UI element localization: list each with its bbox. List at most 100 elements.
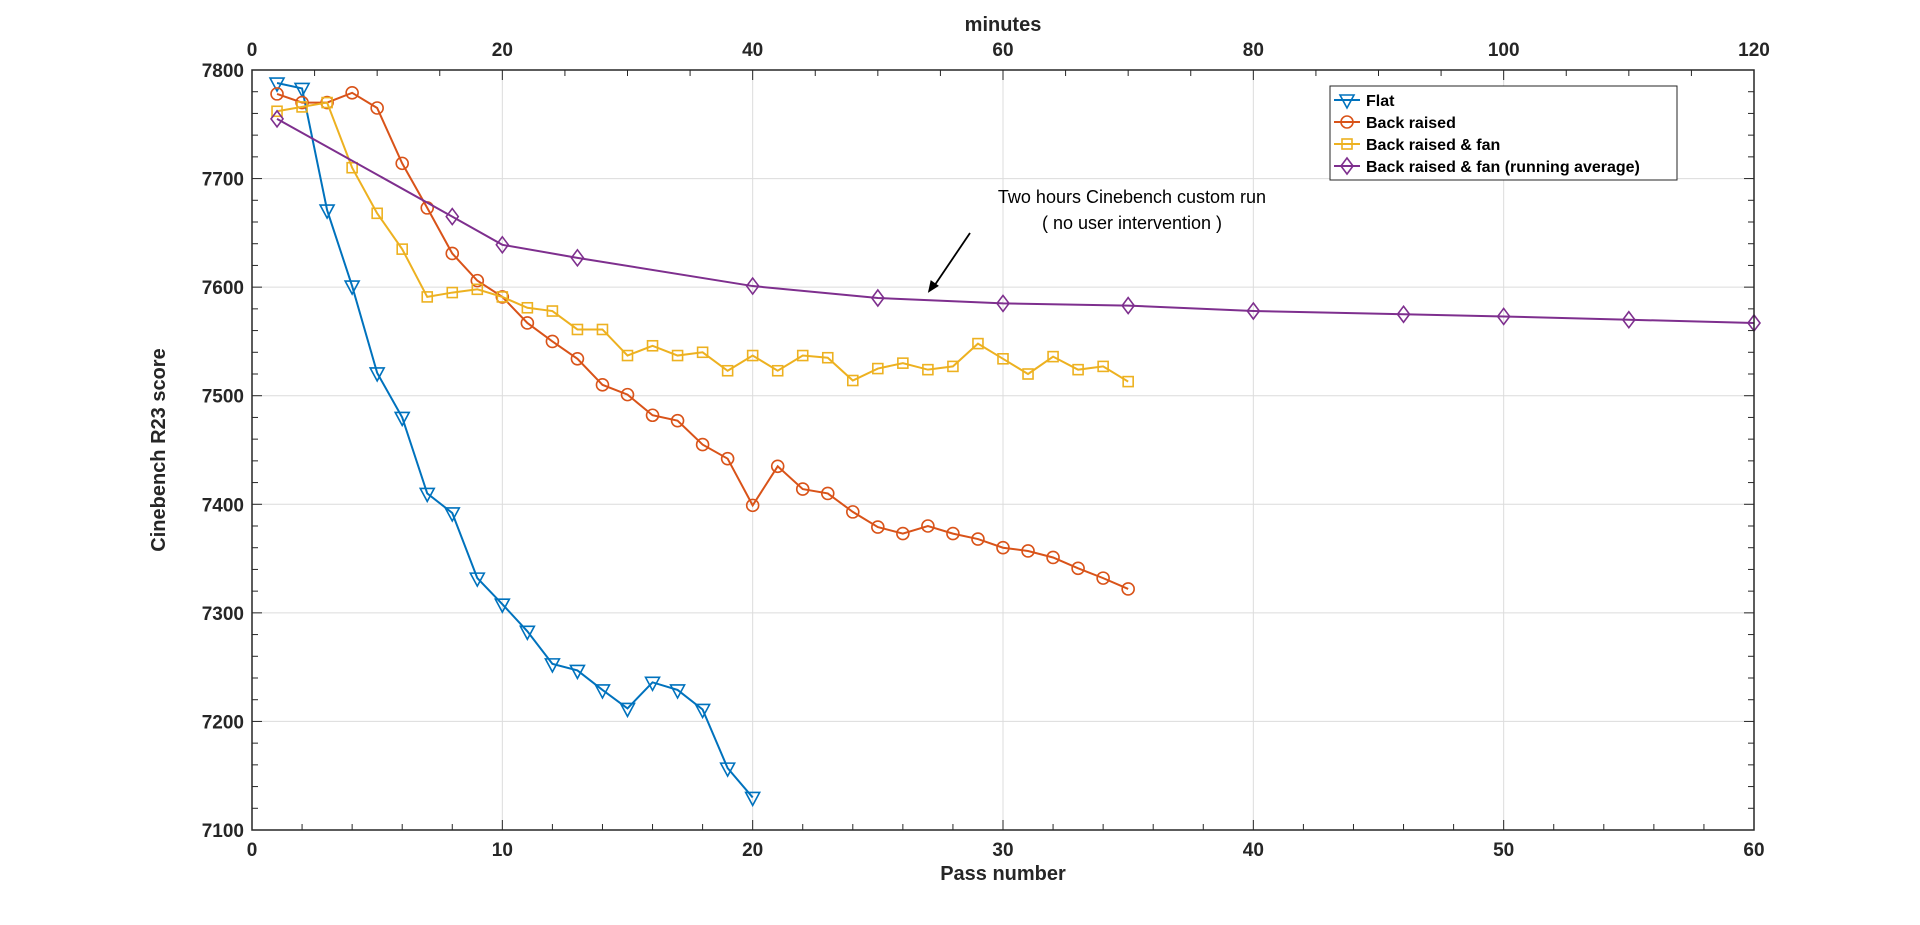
annotation-line-1: Two hours Cinebench custom run: [998, 187, 1266, 207]
data-point: [596, 323, 609, 336]
top-tick-label: 80: [1243, 40, 1264, 61]
data-point: [1621, 310, 1636, 330]
legend-item: Back raised & fan: [1334, 137, 1500, 154]
top-axis-label: minutes: [965, 14, 1042, 36]
data-point: [1246, 301, 1261, 321]
data-point: [1121, 296, 1136, 315]
y-tick-label: 7300: [202, 604, 244, 625]
y-tick-label: 7400: [202, 495, 244, 516]
data-point: [671, 349, 684, 362]
x-tick-label: 60: [1743, 840, 1764, 861]
data-point: [645, 408, 660, 423]
top-tick-label: 60: [992, 40, 1013, 61]
data-point: [820, 486, 835, 501]
data-point: [1047, 350, 1059, 363]
annotation: Two hours Cinebench custom run ( no user…: [927, 187, 1266, 293]
series-line: [276, 101, 1129, 383]
data-point: [571, 323, 584, 336]
data-point: [971, 532, 985, 546]
legend: Flat Back raised Back raised & fan Back rai…: [1329, 85, 1678, 181]
data-point: [421, 291, 434, 303]
x-tick-label: 10: [492, 840, 513, 861]
data-point: [946, 526, 960, 541]
annotation-line-2: ( no user intervention ): [1042, 213, 1222, 233]
top-tick-label: 40: [742, 40, 763, 61]
series-line: [276, 91, 1129, 590]
data-point: [443, 507, 461, 523]
legend-label: Flat: [1366, 93, 1395, 110]
annotation-arrowhead-icon: [927, 280, 939, 293]
data-point: [996, 540, 1010, 555]
data-point: [771, 364, 784, 377]
data-point: [496, 291, 509, 303]
data-point: [495, 235, 510, 255]
data-point: [845, 505, 860, 519]
data-point: [343, 280, 361, 296]
data-point: [371, 207, 383, 220]
y-tick-label: 7800: [202, 61, 244, 82]
data-point: [521, 301, 534, 314]
data-point: [345, 86, 359, 100]
tick-labels: 0 10 20 30 40 50 60 0 20 40 60 80 100 120 7100 7200 7300…: [202, 40, 1770, 861]
top-tick-label: 120: [1738, 40, 1770, 61]
data-point: [871, 520, 885, 534]
data-point: [368, 367, 386, 383]
data-point: [1046, 550, 1060, 565]
x-tick-label: 50: [1493, 840, 1514, 861]
data-point: [268, 77, 286, 93]
data-point: [795, 482, 810, 496]
data-point: [896, 526, 910, 541]
legend-item: Back raised: [1334, 115, 1456, 132]
x-axis-label: Pass number: [940, 863, 1066, 885]
data-point: [445, 246, 460, 261]
data-point: [1021, 544, 1035, 558]
data-point: [621, 349, 634, 362]
series-back-raised: [270, 86, 1135, 596]
top-tick-label: 0: [247, 40, 258, 61]
y-tick-label: 7200: [202, 712, 244, 733]
data-point: [1096, 571, 1110, 585]
top-tick-label: 100: [1488, 40, 1520, 61]
data-point: [393, 411, 411, 428]
data-point: [418, 487, 436, 504]
data-point: [446, 286, 459, 299]
data-point: [270, 109, 285, 129]
data-point: [619, 702, 636, 719]
data-point: [644, 676, 661, 693]
data-point: [471, 283, 484, 296]
data-point: [1022, 368, 1034, 380]
data-point: [470, 273, 485, 288]
data-point: [271, 105, 283, 118]
data-point: [997, 352, 1009, 365]
data-point: [897, 357, 909, 369]
y-tick-label: 7600: [202, 278, 244, 299]
data-point: [719, 762, 736, 778]
data-point: [972, 337, 984, 350]
data-point: [445, 207, 460, 226]
data-point: [493, 598, 511, 614]
data-point: [1496, 307, 1511, 326]
data-point: [670, 413, 685, 428]
data-point: [468, 572, 486, 588]
legend-marker-icon: [1338, 94, 1356, 110]
series-line: [276, 117, 1755, 324]
data-point: [1071, 561, 1085, 576]
legend-marker-icon: [1341, 138, 1353, 150]
data-point: [872, 362, 884, 375]
data-point: [646, 339, 659, 352]
data-point: [318, 204, 336, 220]
legend-label: Back raised: [1366, 115, 1456, 132]
data-point: [1121, 582, 1135, 596]
x-tick-label: 30: [992, 840, 1013, 861]
data-point: [947, 360, 959, 373]
data-point: [270, 87, 284, 101]
data-point: [821, 351, 834, 364]
data-point: [720, 451, 735, 466]
x-tick-label: 0: [247, 840, 258, 861]
data-point: [395, 156, 410, 171]
grid: [252, 70, 1754, 830]
data-point: [321, 96, 333, 109]
data-point: [295, 95, 309, 110]
data-point: [320, 95, 334, 110]
legend-item: Flat: [1334, 93, 1395, 110]
